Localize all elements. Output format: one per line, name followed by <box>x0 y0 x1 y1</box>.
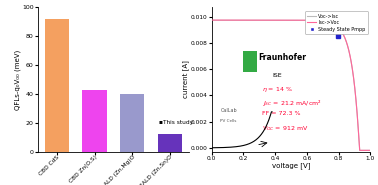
Text: FF = 72.3 %: FF = 72.3 % <box>262 111 301 116</box>
Y-axis label: current [A]: current [A] <box>183 61 189 98</box>
Text: PV Cells: PV Cells <box>220 119 237 123</box>
Text: Fraunhofer: Fraunhofer <box>259 53 307 62</box>
Text: $\eta$ = 14 %: $\eta$ = 14 % <box>262 85 293 94</box>
X-axis label: voltage [V]: voltage [V] <box>272 162 310 169</box>
Text: $V_{OC}$ = 912 mV: $V_{OC}$ = 912 mV <box>262 124 309 133</box>
Bar <box>120 94 144 152</box>
Text: $J_{SC}$ = 21.2 mA/cm²: $J_{SC}$ = 21.2 mA/cm² <box>262 98 322 108</box>
Text: CalLab: CalLab <box>220 108 237 113</box>
Bar <box>243 51 257 72</box>
Bar <box>45 19 69 152</box>
Y-axis label: QFLs-q₀V₀₀ (meV): QFLs-q₀V₀₀ (meV) <box>14 49 21 110</box>
Bar <box>158 134 182 152</box>
Legend: Voc->Isc, Isc->Voc, Steady State Pmpp: Voc->Isc, Isc->Voc, Steady State Pmpp <box>305 11 368 34</box>
Text: ▪This study: ▪This study <box>160 120 194 125</box>
Bar <box>82 90 107 152</box>
Text: ISE: ISE <box>273 73 282 78</box>
